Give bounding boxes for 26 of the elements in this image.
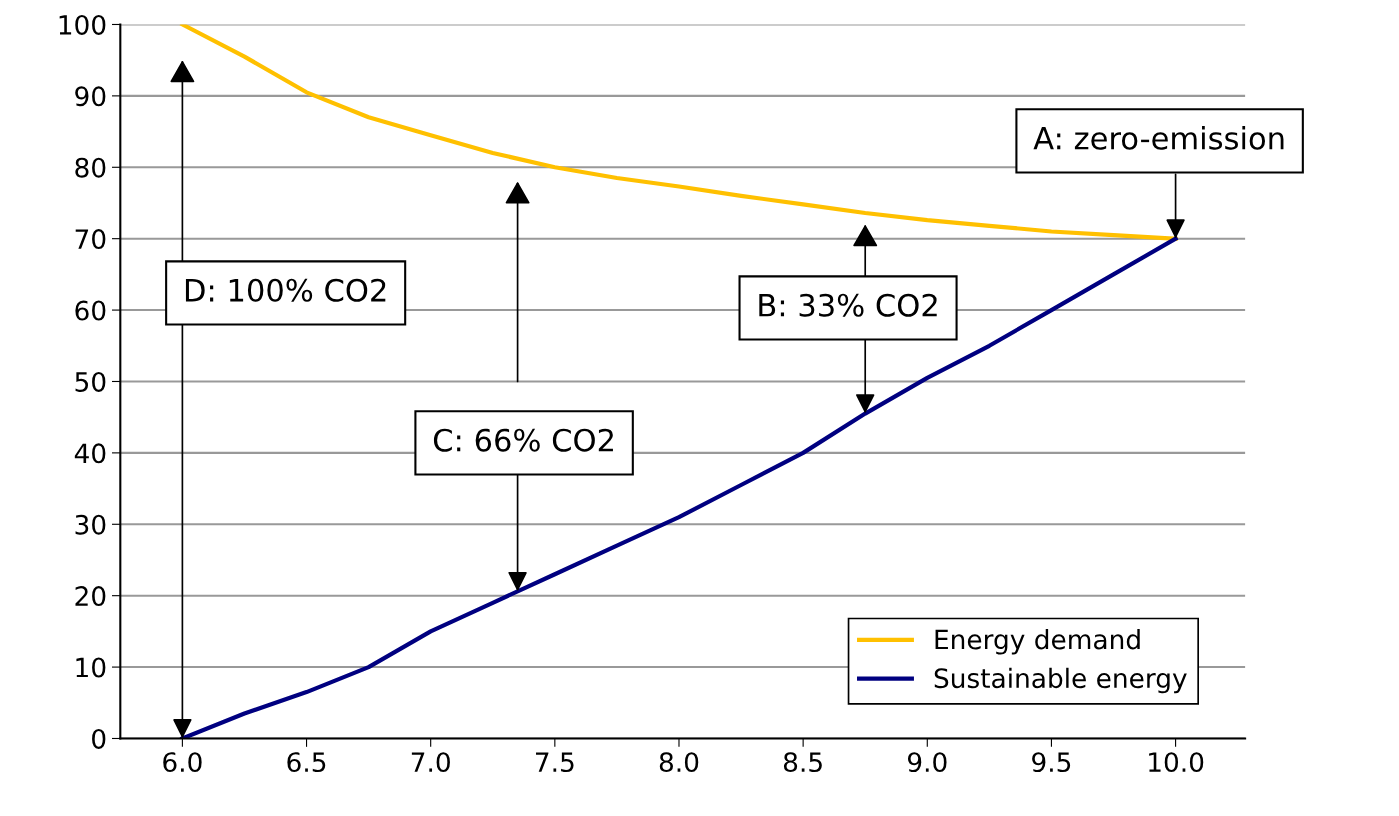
y-tick-label: 20 — [75, 586, 106, 607]
legend-label: Sustainable energy — [934, 667, 1187, 694]
x-tick-label: 8.0 — [659, 752, 699, 773]
annotation: C: 66% CO2 — [433, 428, 613, 452]
y-tick-label: 70 — [75, 229, 106, 250]
y-tick-label: 90 — [75, 86, 106, 107]
x-tick-label: 7.5 — [536, 752, 574, 773]
y-tick-label: 0 — [92, 728, 106, 749]
x-tick-label: 6.0 — [163, 752, 202, 773]
annotation: D: 100% CO2 — [185, 278, 386, 302]
y-tick-label: 10 — [76, 657, 106, 678]
y-tick-label: 40 — [74, 443, 106, 464]
annotation: A: zero-emission — [1033, 126, 1284, 150]
x-tick-label: 7.0 — [411, 752, 450, 773]
y-tick-label: 100 — [59, 14, 106, 35]
x-tick-label: 9.5 — [1032, 752, 1071, 773]
legend-label: Energy demand — [935, 629, 1140, 655]
y-tick-label: 60 — [75, 300, 106, 321]
x-tick-label: 8.5 — [783, 752, 822, 773]
x-tick-label: 10.0 — [1149, 752, 1204, 773]
y-tick-label: 50 — [75, 371, 106, 392]
annotation: B: 33% CO2 — [759, 293, 937, 317]
x-tick-label: 9.0 — [907, 752, 947, 773]
x-tick-label: 6.5 — [287, 752, 326, 773]
y-tick-label: 80 — [75, 157, 106, 178]
y-tick-label: 30 — [75, 514, 106, 535]
